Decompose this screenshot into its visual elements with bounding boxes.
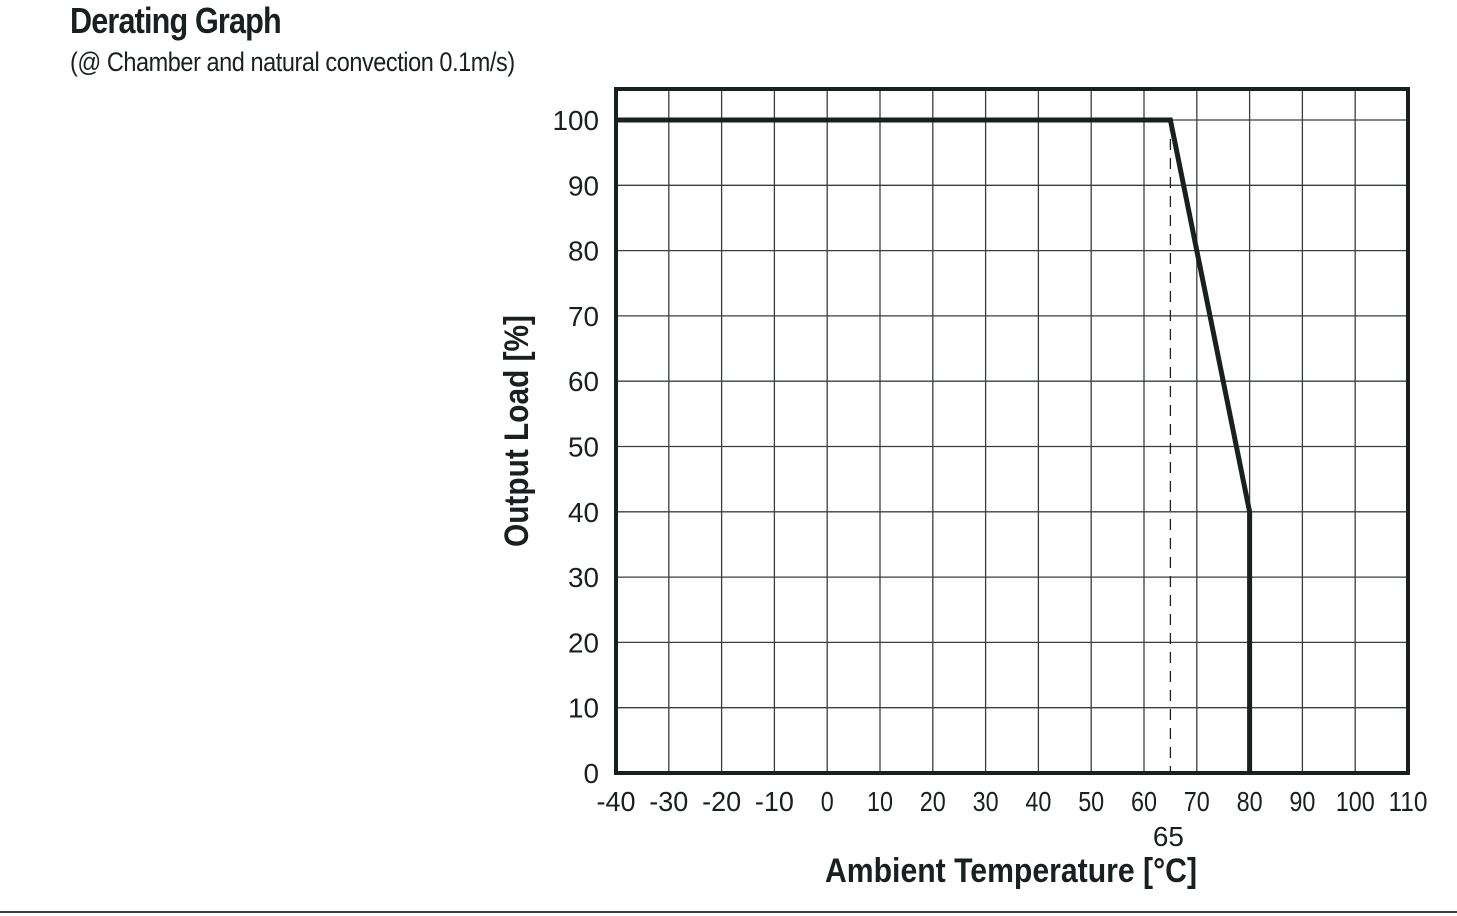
- y-tick-label: 20: [568, 627, 599, 658]
- x-tick-label: 80: [1237, 786, 1263, 817]
- y-tick-label: 90: [568, 170, 599, 201]
- x-tick-label: 10: [867, 786, 893, 817]
- x-tick-label: -10: [755, 786, 794, 817]
- y-tick-label: 70: [568, 301, 599, 332]
- x-tick-label: 30: [973, 786, 999, 817]
- x-tick-labels: -40 -30 -20 -10 0 10 20 30 40 50 60 70 80 90 100 110: [597, 786, 1428, 817]
- y-tick-label: 60: [568, 366, 599, 397]
- x-tick-label: 110: [1389, 786, 1428, 817]
- y-tick-label: 80: [568, 236, 599, 267]
- x-tick-label: 50: [1078, 786, 1104, 817]
- x-tick-label: 60: [1131, 786, 1157, 817]
- x-axis-label: Ambient Temperature [°C]: [825, 852, 1197, 890]
- x-tick-label: 0: [821, 786, 834, 817]
- x-tick-label: -30: [649, 786, 688, 817]
- x-tick-label: -40: [597, 786, 636, 817]
- y-tick-label: 30: [568, 562, 599, 593]
- x-tick-label: 70: [1184, 786, 1210, 817]
- x-tick-label: 40: [1025, 786, 1051, 817]
- y-tick-label: 100: [553, 105, 600, 136]
- x-tick-label: 90: [1289, 786, 1315, 817]
- series-layer: [616, 117, 1253, 773]
- x-tick-label: 100: [1336, 786, 1375, 817]
- y-axis-label: Output Load [%]: [498, 315, 536, 547]
- grid-layer: [616, 89, 1408, 773]
- derating-curve: [616, 117, 1253, 773]
- x-tick-label: 20: [920, 786, 946, 817]
- y-tick-label: 0: [584, 758, 600, 789]
- annotation-labels: 65: [1153, 821, 1184, 852]
- footer-divider: [0, 911, 1457, 913]
- y-tick-label: 40: [568, 497, 599, 528]
- y-tick-label: 50: [568, 432, 599, 463]
- chart-subtitle: (@ Chamber and natural convection 0.1m/s…: [70, 47, 515, 77]
- y-tick-labels: 0 10 20 30 40 50 60 70 80 90 100: [553, 105, 600, 789]
- y-tick-label: 10: [568, 693, 599, 724]
- x-tick-label: -20: [702, 786, 741, 817]
- plot-frame: [614, 87, 1410, 775]
- chart-title: Derating Graph: [70, 0, 282, 41]
- reference-line-label: 65: [1153, 821, 1184, 852]
